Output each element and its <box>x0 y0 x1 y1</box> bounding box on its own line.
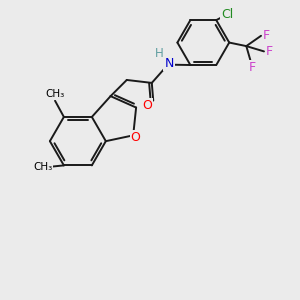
Text: N: N <box>164 57 174 70</box>
Text: CH₃: CH₃ <box>45 89 65 99</box>
Text: Cl: Cl <box>221 8 234 21</box>
Text: F: F <box>249 61 256 74</box>
Text: H: H <box>155 47 164 60</box>
Text: O: O <box>142 99 152 112</box>
Text: O: O <box>130 131 140 144</box>
Text: F: F <box>263 29 270 42</box>
Text: CH₃: CH₃ <box>33 162 52 172</box>
Text: F: F <box>266 45 273 58</box>
